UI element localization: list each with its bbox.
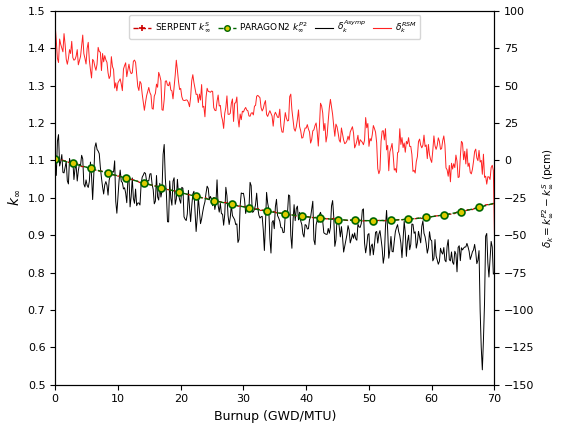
Y-axis label: $\delta_k = k_{\infty}^{P2} - k_{\infty}^S$ (pcm): $\delta_k = k_{\infty}^{P2} - k_{\infty}… [540,148,555,248]
X-axis label: Burnup (GWD/MTU): Burnup (GWD/MTU) [214,410,336,423]
Y-axis label: $k_{\infty}$: $k_{\infty}$ [7,189,22,206]
Legend: SERPENT $k_{\infty}^S$, PARAGON2 $k_{\infty}^{P2}$, $\delta_k^{Asymp}$, $\delta_: SERPENT $k_{\infty}^S$, PARAGON2 $k_{\in… [129,15,420,39]
